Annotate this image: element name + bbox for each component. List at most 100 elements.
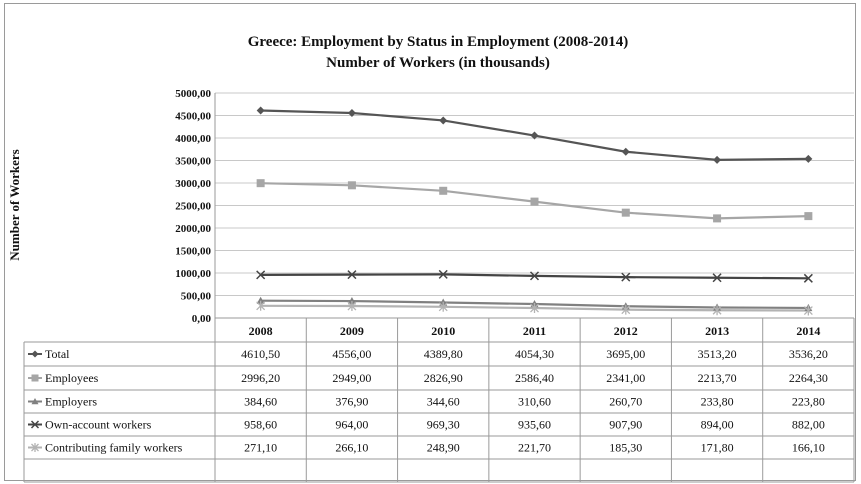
- data-point-marker: [30, 420, 40, 429]
- data-label: 221,70: [518, 441, 551, 455]
- data-label: 4054,30: [515, 347, 554, 361]
- series-markers: [256, 106, 813, 316]
- data-point-marker: [621, 147, 630, 156]
- data-point-marker: [621, 208, 630, 217]
- y-tick-label: 0,00: [192, 313, 212, 325]
- data-point-marker: [803, 273, 813, 283]
- data-point-marker: [713, 214, 722, 223]
- chart-subtitle: Number of Workers (in thousands): [326, 55, 550, 71]
- data-point-marker: [621, 304, 631, 315]
- data-label: 935,60: [518, 418, 551, 432]
- data-table: 2008 2009 2010 2011 2012 2013 2014 Total 4610,50…: [23, 317, 855, 483]
- legend-entry: Total: [45, 347, 70, 361]
- data-label: 376,90: [335, 395, 368, 409]
- data-point-marker: [347, 108, 356, 117]
- data-point-marker: [438, 301, 448, 312]
- y-tick-label: 3500,00: [175, 156, 211, 168]
- y-tick-label: 500,00: [181, 291, 212, 303]
- x-category-label: 2014: [796, 324, 820, 338]
- data-point-marker: [803, 305, 813, 316]
- legend-entry: Own-account workers: [45, 418, 152, 432]
- data-label: 185,30: [609, 441, 642, 455]
- data-point-marker: [347, 301, 357, 312]
- y-tick-label: 4000,00: [175, 133, 211, 145]
- data-label: 3536,20: [789, 347, 828, 361]
- data-point-marker: [712, 273, 722, 283]
- data-point-marker: [256, 106, 265, 115]
- data-point-marker: [438, 269, 448, 279]
- data-point-marker: [31, 398, 39, 405]
- data-label: 4610,50: [241, 347, 280, 361]
- data-label: 223,80: [792, 395, 825, 409]
- data-label: 4556,00: [332, 347, 371, 361]
- data-label: 2996,20: [241, 371, 280, 385]
- data-label: 958,60: [244, 418, 277, 432]
- data-label: 3513,20: [698, 347, 737, 361]
- series-lines: [260, 109, 809, 312]
- x-category-label: 2013: [705, 324, 729, 338]
- data-label: 260,70: [609, 395, 642, 409]
- data-point-marker: [347, 270, 357, 280]
- data-point-marker: [713, 155, 722, 164]
- data-label: 2949,00: [332, 371, 371, 385]
- y-tick-label: 3000,00: [175, 178, 211, 190]
- y-tick-label: 1000,00: [175, 268, 211, 280]
- data-point-marker: [439, 186, 448, 195]
- data-point-marker: [530, 131, 539, 140]
- data-point-marker: [530, 303, 539, 314]
- data-point-marker: [712, 305, 722, 316]
- y-tick-label: 2500,00: [175, 201, 211, 213]
- y-tick-label: 4500,00: [175, 111, 211, 123]
- y-tick-label: 1500,00: [175, 246, 211, 258]
- chart-frame: [4, 3, 856, 481]
- data-label: 4389,80: [424, 347, 463, 361]
- data-label: 2586,40: [515, 371, 554, 385]
- data-label: 964,00: [335, 418, 368, 432]
- data-label: 384,60: [244, 395, 277, 409]
- data-label: 171,80: [701, 441, 734, 455]
- data-label: 894,00: [701, 418, 734, 432]
- data-label: 233,80: [701, 395, 734, 409]
- data-point-marker: [256, 296, 265, 304]
- data-label: 310,60: [518, 395, 551, 409]
- y-tick-label: 2000,00: [175, 223, 211, 235]
- data-label: 969,30: [427, 418, 460, 432]
- data-point-marker: [256, 300, 266, 311]
- data-label: 271,10: [244, 441, 277, 455]
- data-label: 2213,70: [698, 371, 737, 385]
- data-point-marker: [256, 270, 266, 280]
- x-category-label: 2012: [614, 324, 638, 338]
- data-point-marker: [347, 297, 356, 305]
- data-label: 3695,00: [606, 347, 645, 361]
- data-point-marker: [31, 350, 39, 358]
- data-label: 248,90: [427, 441, 460, 455]
- legend-entry: Employees: [45, 371, 99, 385]
- legend-entry: Employers: [45, 395, 97, 409]
- y-tick-labels: 0,00 500,00 1000,00 1500,00 2000,00 2500,00 30…: [175, 88, 211, 325]
- data-point-marker: [347, 181, 356, 190]
- data-label: 882,00: [792, 418, 825, 432]
- data-label: 2341,00: [606, 371, 645, 385]
- data-point-marker: [530, 197, 539, 206]
- data-point-marker: [804, 212, 813, 221]
- chart-title: Greece: Employment by Status in Employme…: [248, 34, 629, 50]
- data-label: 166,10: [792, 441, 825, 455]
- data-point-marker: [31, 443, 39, 452]
- x-category-label: 2008: [249, 324, 273, 338]
- data-point-marker: [439, 116, 448, 125]
- data-point-marker: [529, 271, 540, 281]
- x-category-label: 2010: [431, 324, 455, 338]
- data-label: 2264,30: [789, 371, 828, 385]
- x-category-label: 2011: [523, 324, 546, 338]
- data-label: 266,10: [335, 441, 368, 455]
- data-point-marker: [256, 179, 265, 188]
- legend-entry: Contributing family workers: [45, 441, 183, 455]
- data-point-marker: [804, 154, 813, 163]
- data-label: 907,90: [609, 418, 642, 432]
- x-category-label: 2009: [340, 324, 364, 338]
- y-tick-label: 5000,00: [175, 88, 211, 100]
- data-label: 344,60: [427, 395, 460, 409]
- data-label: 2826,90: [424, 371, 463, 385]
- data-point-marker: [31, 374, 39, 382]
